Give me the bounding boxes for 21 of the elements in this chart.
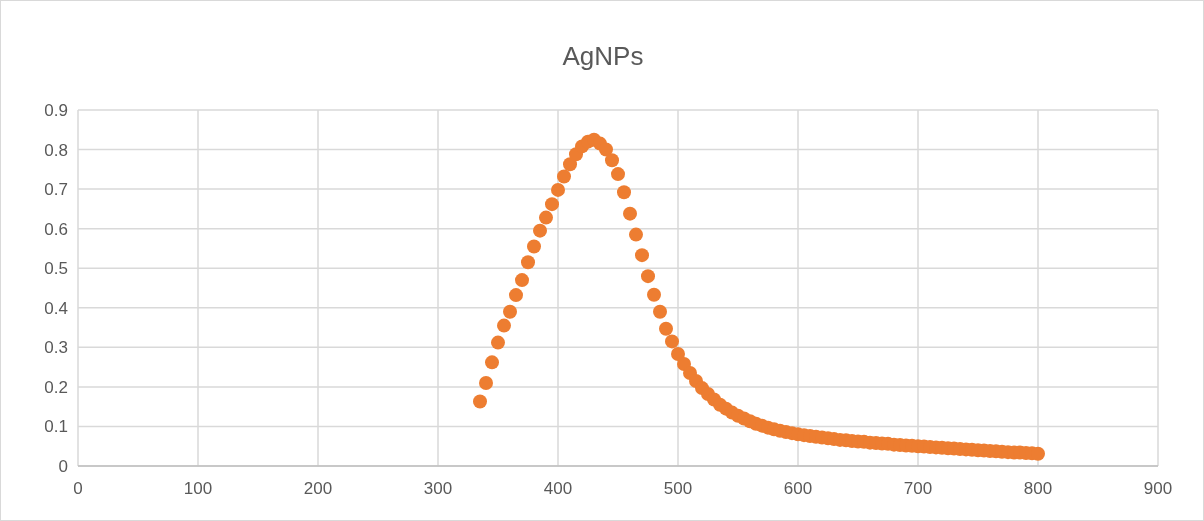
x-tick-label: 0 — [73, 479, 83, 498]
chart-title: AgNPs — [562, 41, 644, 71]
y-tick-label: 0.1 — [44, 417, 68, 437]
x-tick-label: 600 — [783, 479, 813, 498]
y-tick-label: 0.4 — [44, 298, 68, 318]
x-tick-label: 700 — [903, 479, 933, 498]
x-tick-label: 200 — [303, 479, 333, 498]
x-tick-label: 300 — [423, 479, 453, 498]
y-tick-label: 0 — [58, 456, 68, 476]
y-tick-label: 0.7 — [44, 180, 68, 200]
y-tick-label: 0.9 — [44, 100, 68, 120]
x-tick-label: 900 — [1143, 479, 1173, 498]
x-tick-label: 100 — [183, 479, 213, 498]
x-tick-label: 500 — [663, 479, 693, 498]
y-tick-label: 0.5 — [44, 259, 68, 279]
y-tick-label: 0.3 — [44, 338, 68, 358]
y-tick-label: 0.8 — [44, 140, 68, 160]
y-tick-label: 0.2 — [44, 377, 68, 397]
y-tick-label: 0.6 — [44, 219, 68, 239]
x-tick-label: 400 — [543, 479, 573, 498]
x-tick-label: 800 — [1023, 479, 1053, 498]
